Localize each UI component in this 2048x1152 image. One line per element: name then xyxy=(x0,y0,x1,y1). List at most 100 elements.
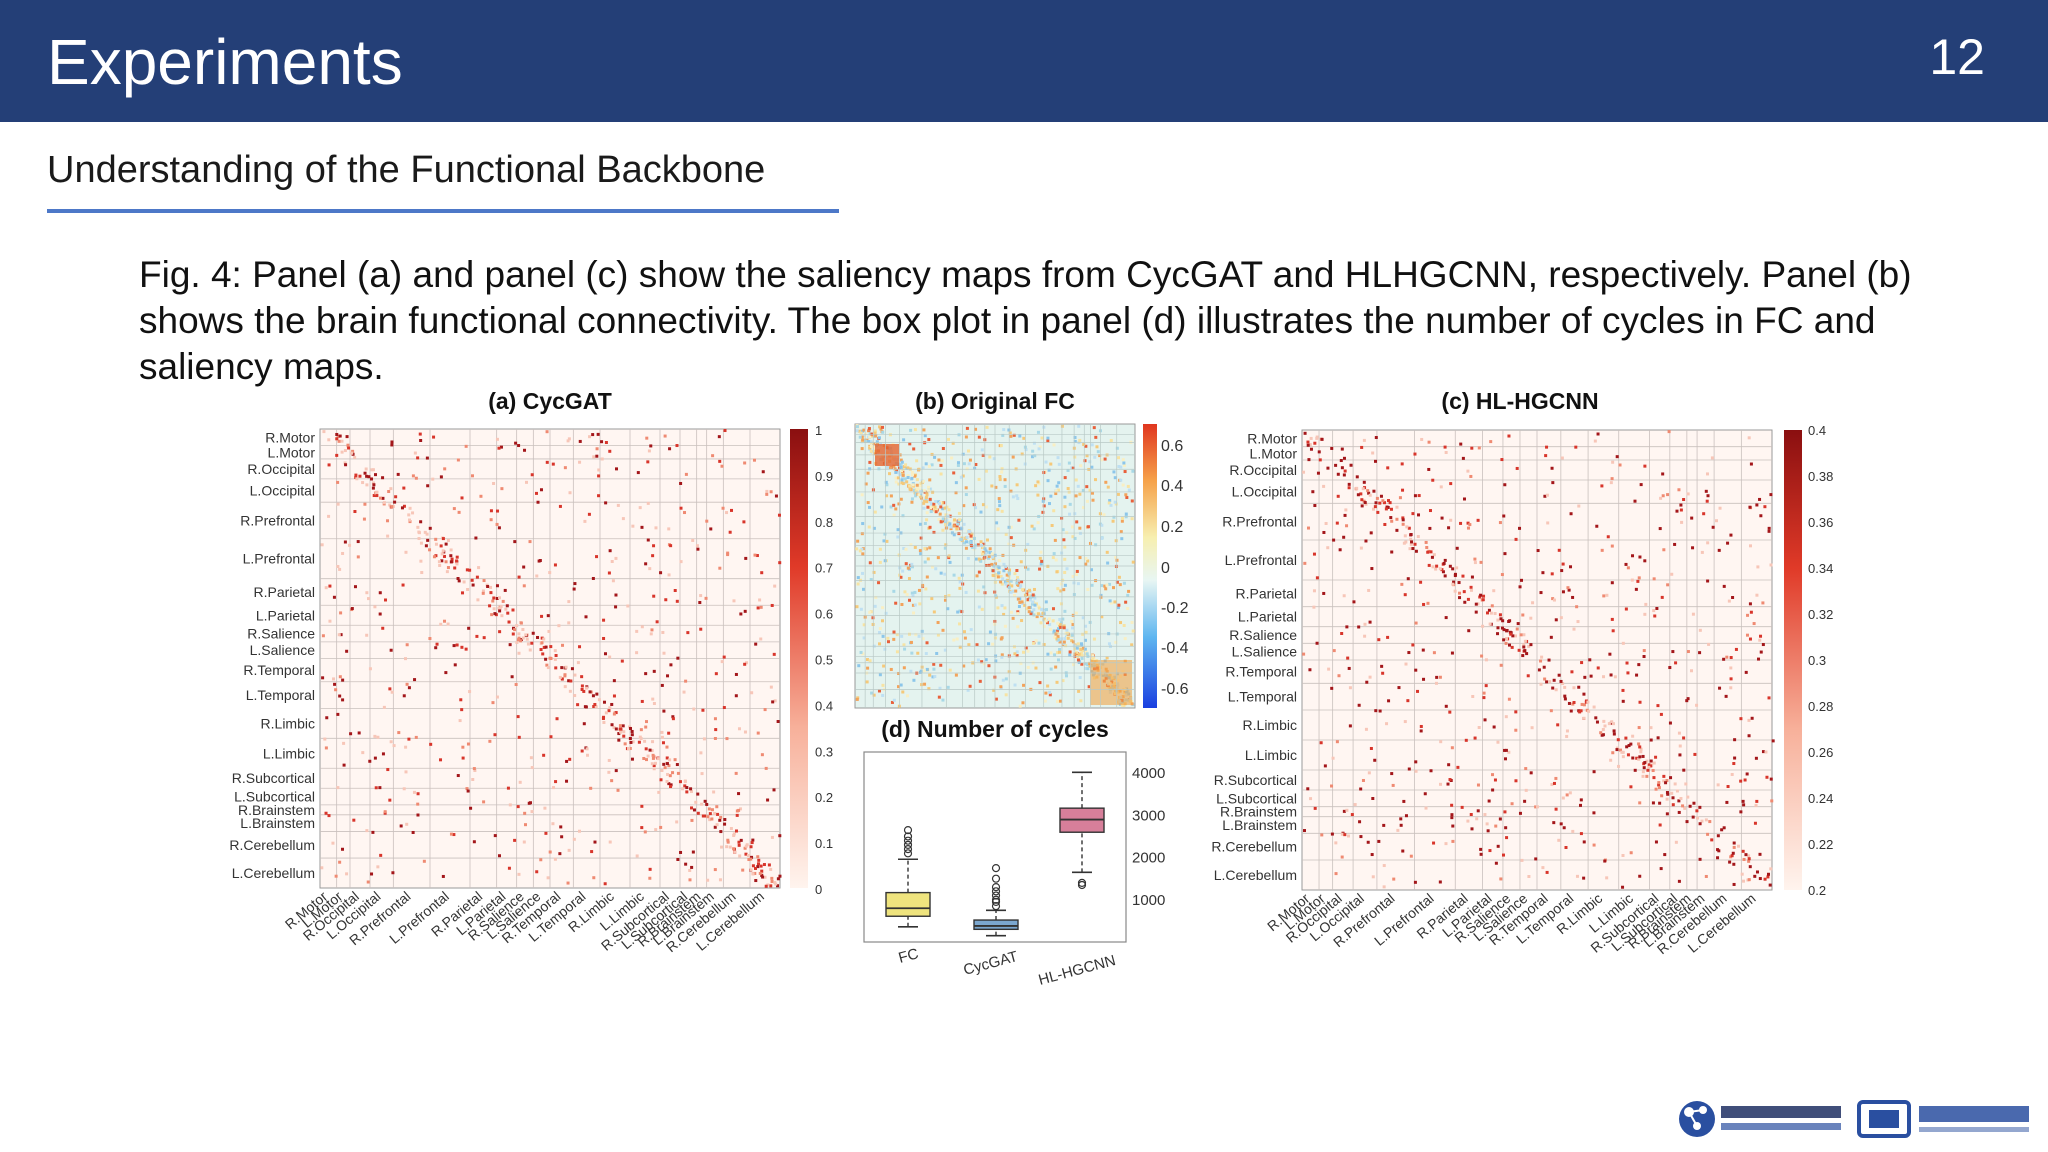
panel-b-cell xyxy=(1015,581,1019,585)
panel-b-cell xyxy=(994,594,998,598)
panel-b-cell xyxy=(974,557,978,561)
panel-a-cell xyxy=(569,679,573,683)
panel-b-cell xyxy=(952,471,956,475)
panel-a-cell xyxy=(440,559,444,563)
panel-c-cell xyxy=(1545,445,1549,449)
panel-a-cell xyxy=(515,640,519,644)
panel-a-cell xyxy=(663,766,667,770)
panel-b-cell xyxy=(919,669,923,673)
panel-b-cell xyxy=(1085,454,1089,458)
panel-c-cell xyxy=(1482,691,1486,695)
panel-c-cell xyxy=(1763,505,1767,509)
panel-a-colorbar-tick-label: 0.9 xyxy=(815,469,833,484)
panel-a-cell xyxy=(397,731,401,735)
panel-b-cell xyxy=(895,650,899,654)
panel-a-cell xyxy=(464,647,468,651)
panel-c-cell xyxy=(1633,768,1637,772)
panel-b-cell xyxy=(1105,656,1109,660)
panel-c-cell xyxy=(1426,550,1430,554)
panel-a-cell xyxy=(401,583,405,587)
panel-c-y-label: L.Prefrontal xyxy=(1225,552,1297,568)
panel-b-cell xyxy=(929,506,933,510)
panel-a-cell xyxy=(353,585,357,589)
panel-b-cell xyxy=(943,520,947,524)
panel-b-cell xyxy=(894,476,898,480)
panel-a-cell xyxy=(498,609,502,613)
panel-c-cell xyxy=(1673,542,1677,546)
panel-b-cell xyxy=(906,476,910,480)
panel-a-cell xyxy=(652,669,656,673)
panel-c-cell xyxy=(1326,546,1330,550)
panel-b-cell xyxy=(1012,645,1016,649)
panel-a-cell xyxy=(694,800,698,804)
panel-c-cell xyxy=(1459,521,1463,525)
panel-c-cell xyxy=(1747,857,1751,861)
panel-b-cell xyxy=(1114,555,1118,559)
panel-b-cell xyxy=(1071,623,1075,627)
panel-a-colorbar-tick-label: 1 xyxy=(815,423,822,438)
panel-c-cell xyxy=(1611,722,1615,726)
panel-c-cell xyxy=(1492,589,1496,593)
panel-b-cell xyxy=(856,576,860,580)
panel-a-cell xyxy=(328,584,332,588)
panel-b-cell xyxy=(962,504,966,508)
panel-b-cell xyxy=(939,505,943,509)
panel-b-title: (b) Original FC xyxy=(915,388,1075,414)
panel-c-cell xyxy=(1463,600,1467,604)
panel-c-y-labels: R.MotorL.MotorR.OccipitalL.OccipitalR.Pr… xyxy=(1211,430,1297,883)
panel-b-cell xyxy=(1009,610,1013,614)
panel-a-cell xyxy=(652,767,656,771)
panel-a-cell xyxy=(667,731,671,735)
panel-b-cell xyxy=(964,435,968,439)
panel-a-cell xyxy=(529,756,533,760)
panel-c-y-label: L.Cerebellum xyxy=(1214,867,1297,883)
panel-b-cell xyxy=(883,647,887,651)
panel-a-cell xyxy=(461,756,465,760)
panel-a-cell xyxy=(765,489,769,493)
panel-a-cell xyxy=(531,631,535,635)
panel-b-cell xyxy=(1124,512,1128,516)
panel-a-cell xyxy=(604,501,608,505)
panel-c-cell xyxy=(1769,493,1773,497)
panel-a-cell xyxy=(498,630,502,634)
panel-a-cell xyxy=(735,813,739,817)
panel-c-cell xyxy=(1677,810,1681,814)
panel-a-cell xyxy=(458,719,462,723)
panel-b-cell xyxy=(1090,465,1094,469)
panel-c-colorbar-tick-label: 0.4 xyxy=(1808,423,1826,438)
panel-b-cell xyxy=(896,535,900,539)
panel-c-cell xyxy=(1743,778,1747,782)
panel-a-cell xyxy=(437,560,441,564)
panel-a-cell xyxy=(591,433,595,437)
panel-b-cell xyxy=(937,517,941,521)
panel-b-cell xyxy=(1032,587,1036,591)
panel-a-cell xyxy=(639,728,643,732)
panel-c-cell xyxy=(1767,529,1771,533)
panel-a-y-label: L.Temporal xyxy=(246,687,315,703)
panel-a-cell xyxy=(597,474,601,478)
panel-b-cell xyxy=(1109,438,1113,442)
panel-b-cell xyxy=(979,510,983,514)
panel-a-cell xyxy=(699,594,703,598)
panel-a-cell xyxy=(528,648,532,652)
panel-c-cell xyxy=(1312,552,1316,556)
panel-c-cell xyxy=(1330,686,1334,690)
panel-c-cell xyxy=(1679,503,1683,507)
panel-c-cell xyxy=(1401,516,1405,520)
panel-c-cell xyxy=(1534,805,1538,809)
panel-a-cell xyxy=(619,727,623,731)
panel-b-cell xyxy=(1059,623,1063,627)
panel-c-cell xyxy=(1691,546,1695,550)
panel-c-colorbar-tick-label: 0.34 xyxy=(1808,561,1833,576)
panel-b-cell xyxy=(1014,589,1018,593)
panel-c-cell xyxy=(1754,756,1758,760)
panel-b-cell xyxy=(969,628,973,632)
panel-b-cell xyxy=(905,694,909,698)
panel-c-cell xyxy=(1600,733,1604,737)
panel-a-cell xyxy=(715,805,719,809)
panel-a-cell xyxy=(553,857,557,861)
panel-a-cell xyxy=(650,762,654,766)
panel-b-cell xyxy=(949,525,953,529)
panel-a-cell xyxy=(335,453,339,457)
panel-b-cell xyxy=(870,444,874,448)
